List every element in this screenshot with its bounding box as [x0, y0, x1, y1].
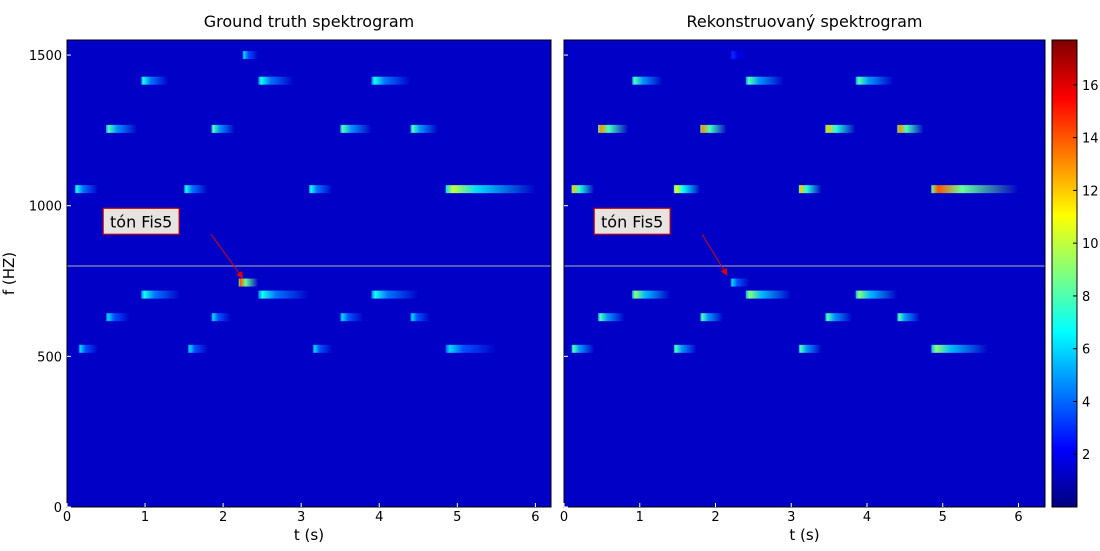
note-blob [855, 290, 898, 299]
note-blob [340, 313, 364, 322]
x-tick-label: 5 [939, 510, 947, 525]
note-blob [571, 344, 595, 353]
note-blob [632, 76, 663, 85]
note-blob [340, 124, 372, 133]
annotation-arrow [210, 233, 244, 279]
note-blob [371, 76, 411, 85]
note-blob [730, 278, 750, 287]
annotation-text: tón Fis5 [601, 212, 663, 231]
annotation-arrow [701, 234, 728, 276]
note-blob [700, 313, 724, 322]
x-tick-label: 3 [787, 510, 795, 525]
note-blob [445, 185, 536, 194]
note-blob [700, 124, 727, 133]
note-blob [673, 344, 697, 353]
note-blob [78, 344, 99, 353]
plot-frame [66, 39, 552, 508]
note-blob [106, 124, 138, 133]
note-blob [141, 290, 181, 299]
colorbar-tick-label: 14 [1082, 132, 1099, 147]
note-blob [141, 76, 169, 85]
heatmap [74, 51, 536, 353]
note-blob [74, 185, 99, 194]
colorbar-tick-label: 16 [1082, 79, 1099, 94]
note-blob [632, 290, 671, 299]
note-blob [730, 51, 750, 60]
note-blob [598, 313, 625, 322]
note-blob [825, 313, 852, 322]
note-blob [371, 290, 419, 299]
note-blob [106, 313, 130, 322]
note-blob [855, 76, 894, 85]
chart-title: Rekonstruovaný spektrogram [687, 12, 923, 31]
note-blob [211, 124, 235, 133]
x-tick-label: 0 [63, 510, 71, 525]
chart-title: Ground truth spektrogram [204, 12, 414, 31]
x-tick-label: 2 [219, 510, 227, 525]
colorbar-tick-label: 12 [1082, 184, 1099, 199]
note-blob [211, 313, 231, 322]
note-blob [258, 76, 294, 85]
x-tick-label: 6 [1014, 510, 1022, 525]
plot-background [67, 40, 551, 507]
note-blob [745, 76, 784, 85]
x-axis-label: t (s) [294, 526, 324, 544]
note-blob [188, 344, 208, 353]
note-blob [258, 290, 309, 299]
note-blob [410, 313, 430, 322]
heatmap [571, 51, 1019, 353]
y-tick-label: 1500 [29, 49, 62, 64]
x-tick-label: 4 [375, 510, 383, 525]
note-blob [745, 290, 792, 299]
y-tick-label: 0 [54, 501, 62, 516]
note-blob [445, 344, 497, 353]
note-blob [825, 124, 856, 133]
annotation-box [593, 207, 671, 235]
note-blob [242, 51, 259, 60]
x-tick-label: 0 [560, 510, 568, 525]
x-tick-label: 6 [531, 510, 539, 525]
note-blob [798, 344, 822, 353]
note-blob [673, 185, 701, 194]
x-tick-label: 4 [863, 510, 871, 525]
colorbar-tick-label: 6 [1082, 343, 1090, 358]
note-blob [571, 185, 595, 194]
note-blob [931, 185, 1019, 194]
y-axis-label: f (HZ) [0, 252, 18, 295]
note-blob [238, 278, 259, 287]
note-blob [598, 124, 629, 133]
x-tick-label: 2 [711, 510, 719, 525]
colorbar-tick-label: 10 [1082, 237, 1099, 252]
colorbar [1051, 39, 1078, 508]
y-tick-label: 500 [37, 350, 62, 365]
annotation-text: tón Fis5 [110, 212, 172, 231]
plot-background [564, 40, 1045, 507]
note-blob [897, 124, 924, 133]
x-tick-label: 1 [636, 510, 644, 525]
note-blob [931, 344, 989, 353]
note-blob [798, 185, 822, 194]
colorbar-tick-label: 8 [1082, 290, 1090, 305]
plot-frame [563, 39, 1046, 508]
note-blob [309, 185, 333, 194]
x-tick-label: 1 [141, 510, 149, 525]
note-blob [410, 124, 438, 133]
x-axis-label: t (s) [789, 526, 819, 544]
colorbar-tick-label: 4 [1082, 395, 1090, 410]
note-blob [897, 313, 921, 322]
annotation-box [102, 207, 180, 235]
note-blob [184, 185, 208, 194]
colorbar-tick-label: 2 [1082, 448, 1090, 463]
y-tick-label: 1000 [29, 200, 62, 215]
note-blob [312, 344, 333, 353]
x-tick-label: 3 [297, 510, 305, 525]
x-tick-label: 5 [453, 510, 461, 525]
